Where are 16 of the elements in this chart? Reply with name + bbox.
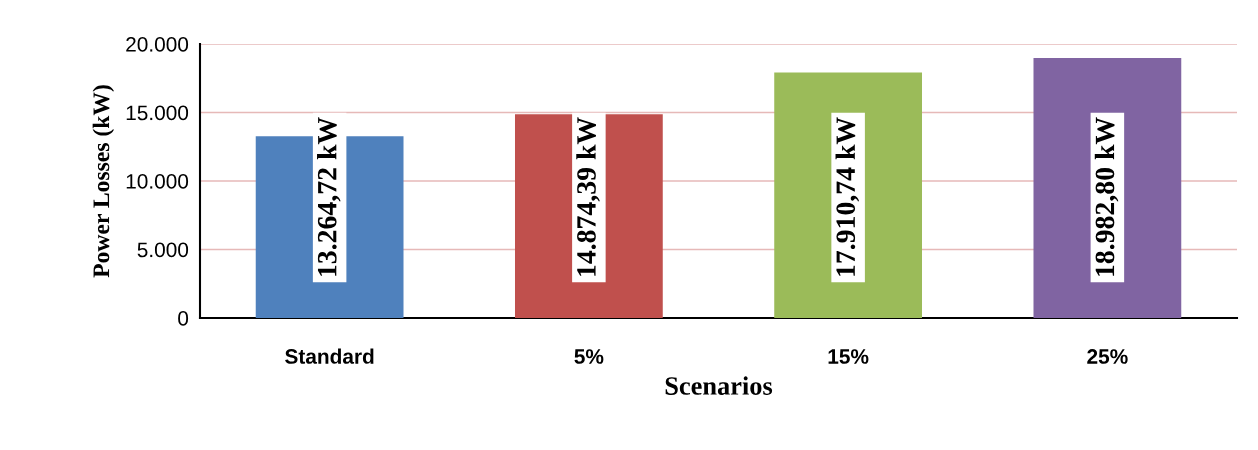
x-tick-label: 15% <box>828 349 869 364</box>
y-tick-label: 15.000 <box>126 105 189 121</box>
y-tick-label: 0 <box>178 311 189 326</box>
x-tick-label: Standard <box>285 348 374 364</box>
data-label: 14.874,39 kW <box>576 117 600 276</box>
y-axis-title: Power Losses (kW) <box>92 85 115 278</box>
data-label: 18.982,80 kW <box>1094 117 1119 276</box>
y-tick-label: 20.000 <box>126 37 189 52</box>
y-tick-label: 10.000 <box>126 174 189 189</box>
bar <box>1033 57 1182 318</box>
data-label: 13.264,72 kW <box>317 117 341 276</box>
x-tick-label: 5% <box>574 349 604 364</box>
data-label: 17.910,74 kW <box>835 117 860 276</box>
y-tick-label: 5.000 <box>137 242 189 258</box>
x-axis-title: Scenarios <box>665 376 773 395</box>
x-tick-label: 25% <box>1087 349 1128 364</box>
